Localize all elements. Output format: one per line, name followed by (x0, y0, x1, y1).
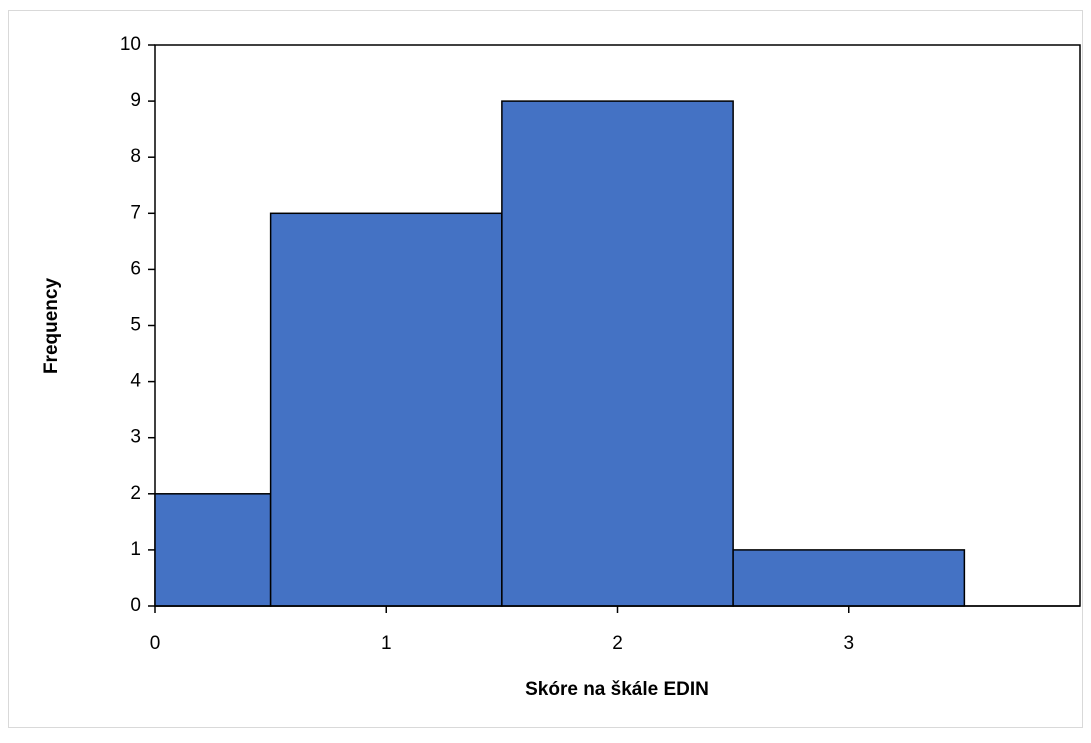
x-tick-label: 3 (843, 633, 854, 654)
bar (154, 493, 272, 607)
y-tick-label: 3 (130, 427, 141, 448)
bar (732, 549, 966, 607)
y-axis-label: Frequency (41, 278, 62, 375)
y-tick-label: 4 (130, 371, 141, 392)
y-tick-label: 2 (130, 483, 141, 504)
bar (501, 100, 734, 607)
y-tick-label: 6 (130, 258, 141, 279)
bar (269, 212, 503, 607)
y-tick-label: 5 (130, 315, 141, 336)
y-tick-label: 7 (130, 202, 141, 223)
x-axis-label: Skóre na škále EDIN (525, 679, 709, 700)
y-tick-label: 8 (130, 146, 141, 167)
y-tick-label: 1 (130, 539, 141, 560)
y-tick-label: 0 (130, 595, 141, 616)
x-tick-label: 1 (381, 633, 392, 654)
y-tick-label: 9 (130, 90, 141, 111)
x-tick-label: 0 (150, 633, 161, 654)
x-tick-label: 2 (612, 633, 623, 654)
y-tick-label: 10 (120, 34, 141, 55)
